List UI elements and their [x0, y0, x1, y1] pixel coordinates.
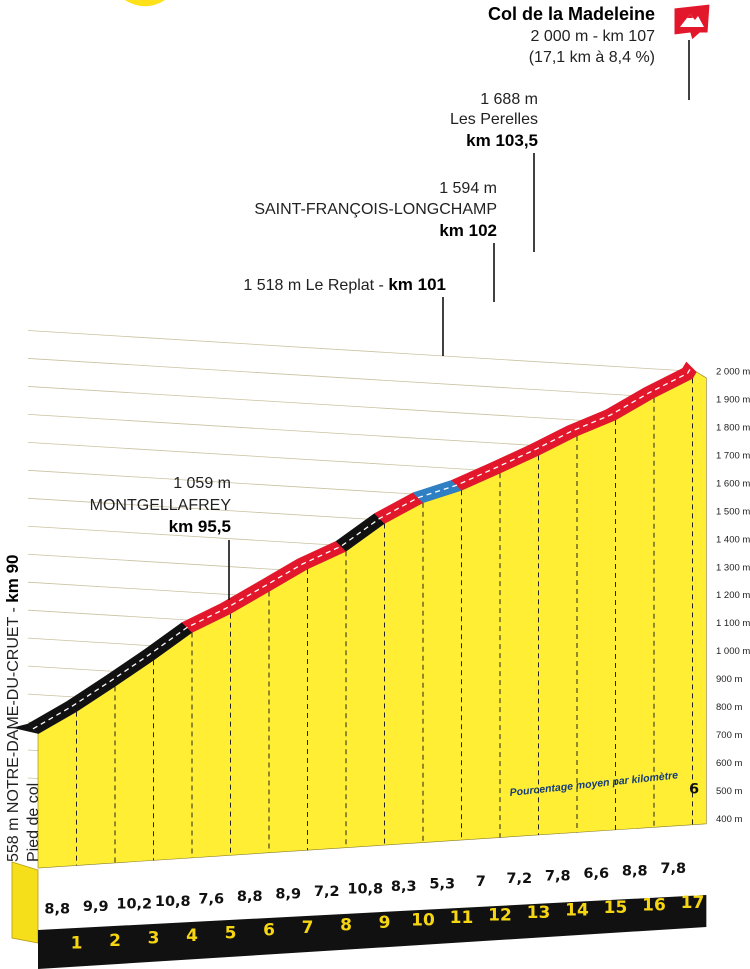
y-tick-label: 1 000 m — [716, 646, 750, 657]
replat-km: km 101 — [388, 275, 446, 294]
km-base-band: 1 2 3 4 5 6 7 8 9 10 11 12 13 14 15 16 17 — [38, 893, 707, 969]
km-label-6: 6 — [263, 921, 275, 941]
gradient-label-km-14: 7,8 — [545, 869, 571, 885]
summit-stats: (17,1 km à 8,4 %) — [529, 49, 655, 66]
replat-label: 1 518 m Le Replat - — [243, 277, 388, 294]
gradient-label-km-16: 8,8 — [622, 864, 648, 880]
annotation-montgellafrey: 1 059 m MONTGELLAFREY km 95,5 — [90, 475, 232, 600]
profile-front-face — [11, 861, 39, 944]
y-tick-label: 1 700 m — [716, 450, 750, 461]
svg-text:558 m NOTRE-DAME-DU-CRUET - km: 558 m NOTRE-DAME-DU-CRUET - km 90 — [3, 555, 22, 862]
gradient-labels: 8,8 9,9 10,2 10,8 7,6 8,8 8,9 7,2 10,8 8,3 5,3 7 7,2… — [44, 781, 699, 917]
y-tick-label: 500 m — [716, 786, 742, 797]
km-label-8: 8 — [340, 916, 352, 936]
summit-name: Col de la Madeleine — [488, 4, 655, 24]
saint-francois-name: SAINT-FRANÇOIS-LONGCHAMP — [254, 201, 497, 218]
y-tick-label: 1 300 m — [716, 562, 750, 573]
y-tick-label: 1 600 m — [716, 478, 750, 489]
gradient-label-km-3: 10,2 — [116, 897, 152, 913]
km-label-14: 14 — [565, 900, 589, 920]
gradient-label-km-2: 9,9 — [83, 899, 109, 915]
profile-fill — [37, 371, 707, 869]
km-label-3: 3 — [148, 928, 160, 948]
saint-francois-km: km 102 — [439, 221, 497, 240]
gradient-label-km-6: 8,8 — [237, 889, 263, 905]
km-label-11: 11 — [450, 908, 474, 928]
summit-label: Col de la Madeleine 2 000 m - km 107 (17… — [488, 3, 711, 100]
svg-text:1 518 m Le Replat - km 101: 1 518 m Le Replat - km 101 — [243, 275, 446, 294]
km-label-7: 7 — [302, 918, 314, 938]
start-subtitle: Pied de col — [25, 783, 42, 862]
montgellafrey-km: km 95,5 — [169, 517, 231, 536]
km-label-9: 9 — [379, 913, 391, 933]
summit-altitude-km: 2 000 m - km 107 — [531, 28, 656, 45]
base-band — [38, 895, 707, 969]
start-label: 558 m NOTRE-DAME-DU-CRUET - km 90 Pied d… — [3, 555, 42, 862]
km-label-10: 10 — [411, 911, 435, 931]
y-tick-label: 400 m — [716, 814, 742, 825]
km-label-4: 4 — [186, 926, 198, 946]
gradient-label-km-8: 7,2 — [314, 884, 340, 900]
perelles-altitude: 1 688 m — [480, 91, 538, 108]
decorative-yellow-circle — [125, 0, 165, 7]
gradient-label-km-7: 8,9 — [275, 886, 301, 902]
y-tick-label: 1 500 m — [716, 506, 750, 517]
gradient-label-km-18: 6 — [689, 781, 699, 797]
gradient-label-km-17: 7,8 — [660, 861, 686, 877]
y-tick-label: 700 m — [716, 730, 742, 741]
y-tick-label: 1 800 m — [716, 422, 750, 433]
km-label-5: 5 — [225, 923, 237, 943]
gradient-label-km-5: 7,6 — [198, 892, 224, 908]
y-tick-label: 2 000 m — [716, 366, 750, 377]
km-label-15: 15 — [604, 898, 628, 918]
km-label-17: 17 — [681, 893, 705, 913]
km-label-1: 1 — [71, 933, 83, 953]
perelles-km: km 103,5 — [466, 131, 538, 150]
y-tick-label: 1 200 m — [716, 590, 750, 601]
y-tick-label: 1 400 m — [716, 534, 750, 545]
mountain-pass-icon — [673, 3, 711, 41]
y-axis: 400 m 500 m 600 m 700 m 800 m 900 m 1 000 m 1 1… — [716, 366, 750, 825]
perelles-name: Les Perelles — [450, 111, 538, 128]
profile-area — [11, 371, 707, 944]
profile-ridge-line — [12, 361, 697, 735]
ridge-start-cap — [12, 723, 38, 734]
gradient-label-km-11: 5,3 — [429, 876, 455, 892]
km-label-13: 13 — [527, 903, 551, 923]
y-tick-label: 800 m — [716, 702, 742, 713]
km-label-2: 2 — [109, 931, 121, 951]
grid-line — [27, 330, 697, 372]
y-tick-label: 600 m — [716, 758, 742, 769]
gradient-label-km-10: 8,3 — [391, 879, 417, 895]
gradient-label-km-12: 7 — [476, 874, 486, 890]
annotation-saint-francois: 1 594 m SAINT-FRANÇOIS-LONGCHAMP km 102 — [254, 180, 497, 302]
y-tick-label: 900 m — [716, 674, 742, 685]
gradient-label-km-4: 10,8 — [155, 894, 191, 910]
km-label-12: 12 — [488, 905, 512, 925]
ridge-centre-line — [32, 366, 692, 730]
montgellafrey-name: MONTGELLAFREY — [90, 497, 232, 514]
y-tick-label: 1 100 m — [716, 618, 750, 629]
gradient-label-km-15: 6,6 — [583, 866, 609, 882]
annotation-les-perelles: 1 688 m Les Perelles km 103,5 — [450, 91, 538, 252]
gradient-label-km-1: 8,8 — [44, 902, 70, 918]
km-label-16: 16 — [642, 895, 666, 915]
gradient-label-km-9: 10,8 — [347, 881, 383, 897]
annotation-le-replat: 1 518 m Le Replat - km 101 — [243, 275, 446, 356]
y-tick-label: 1 900 m — [716, 394, 750, 405]
start-km: km 90 — [3, 555, 22, 603]
start-location: 558 m NOTRE-DAME-DU-CRUET - — [5, 603, 22, 862]
montgellafrey-altitude: 1 059 m — [173, 475, 231, 492]
saint-francois-altitude: 1 594 m — [439, 180, 497, 197]
grid-line — [27, 358, 697, 400]
gradient-label-km-13: 7,2 — [506, 871, 532, 887]
